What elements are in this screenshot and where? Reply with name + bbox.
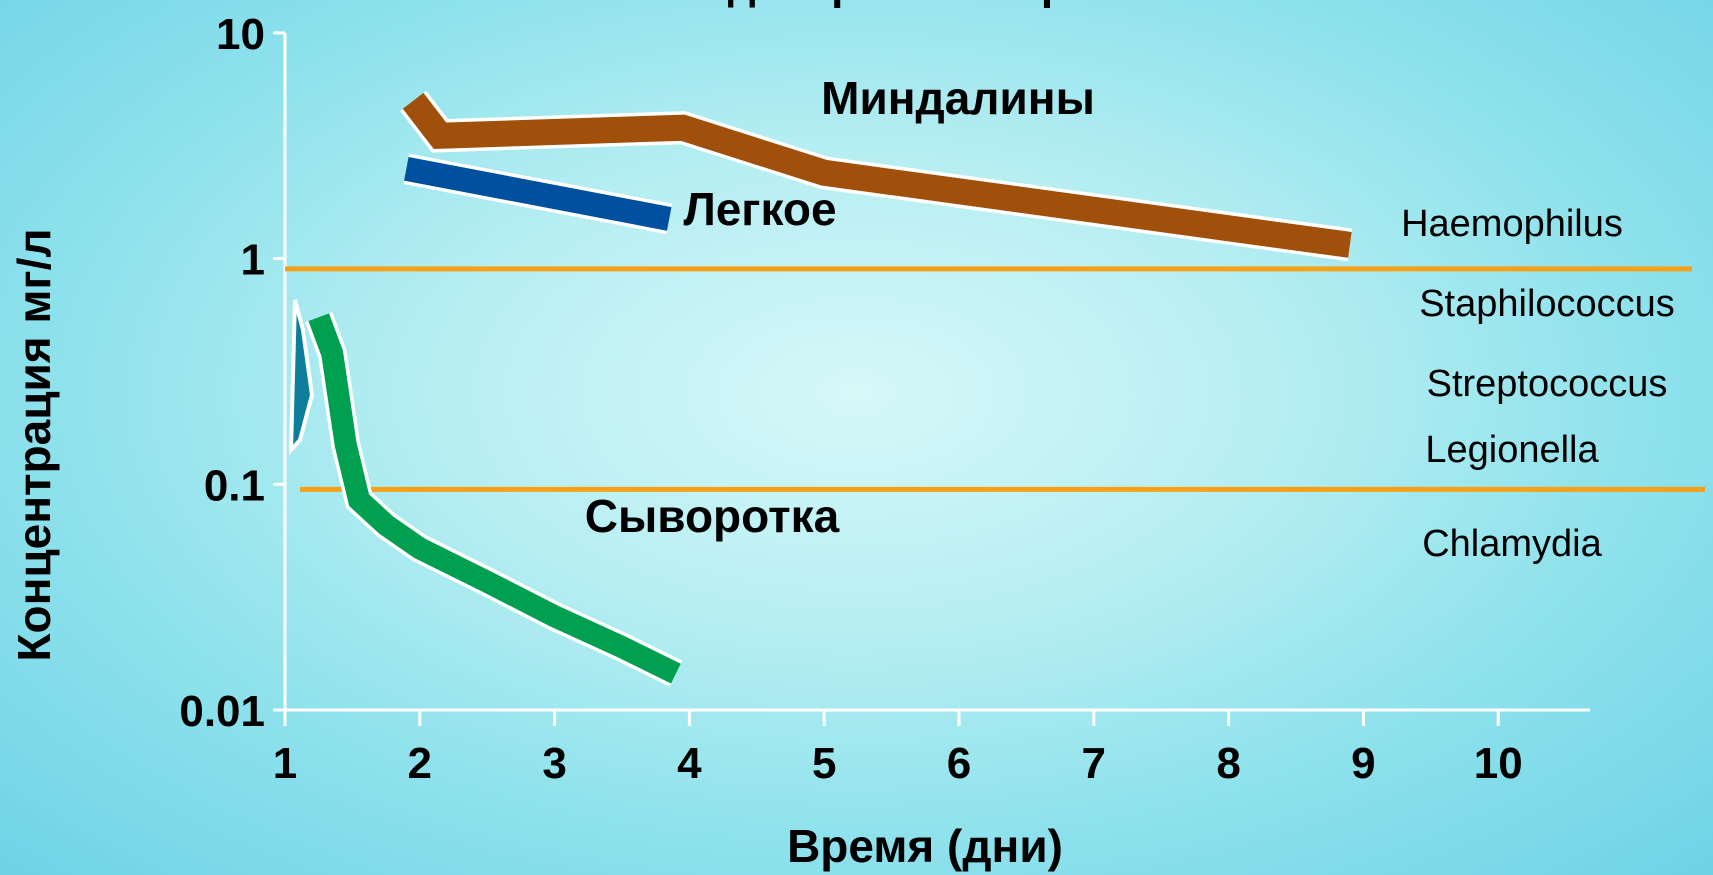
organism-label: Streptococcus (1427, 363, 1668, 405)
organism-label: Legionella (1425, 429, 1599, 471)
x-tick-label: 6 (947, 739, 971, 788)
organism-label: Staphilococcus (1419, 283, 1675, 325)
organism-label: Chlamydia (1422, 523, 1602, 565)
x-tick-label: 9 (1351, 739, 1375, 788)
series-label: Сыворотка (585, 490, 840, 542)
x-tick-label: 10 (1474, 739, 1523, 788)
series-line (308, 313, 681, 684)
x-tick-label: 8 (1216, 739, 1240, 788)
y-axis-label: Концентрация мг/л (8, 228, 60, 661)
series-line (402, 92, 1352, 258)
x-tick-label: 1 (273, 739, 297, 788)
y-tick-label: 0.01 (179, 687, 265, 736)
y-tick-label: 1 (241, 236, 265, 285)
x-axis-label: Время (дни) (787, 820, 1063, 872)
y-tick-label: 10 (216, 10, 265, 59)
series-label: Миндалины (821, 72, 1095, 124)
x-tick-label: 5 (812, 739, 836, 788)
series-label: Легкое (683, 183, 836, 235)
chart-title: После однократного приема 500 м (555, 0, 1705, 16)
series-line (404, 157, 672, 231)
x-tick-label: 7 (1082, 739, 1106, 788)
x-tick-label: 4 (677, 739, 702, 788)
serum-start-wedge (288, 299, 315, 456)
y-tick-label: 0.1 (204, 461, 265, 510)
organism-label: Haemophilus (1401, 203, 1623, 245)
x-tick-label: 2 (408, 739, 432, 788)
x-tick-label: 3 (542, 739, 566, 788)
